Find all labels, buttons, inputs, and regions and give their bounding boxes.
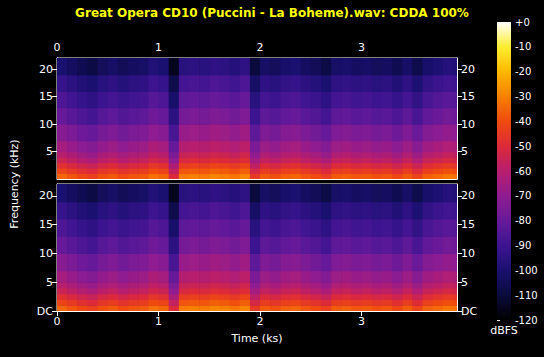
svg-text:1: 1 [155,41,162,54]
svg-text:10: 10 [39,247,53,260]
svg-text:10: 10 [461,247,475,260]
svg-text:5: 5 [46,145,53,158]
svg-text:DC: DC [37,305,53,318]
svg-text:10: 10 [461,118,475,131]
svg-text:2: 2 [257,41,264,54]
svg-text:2: 2 [257,315,264,328]
svg-text:-60: -60 [515,166,531,177]
svg-text:-90: -90 [515,240,531,251]
svg-text:-50: -50 [515,141,531,152]
svg-text:5: 5 [461,145,468,158]
svg-text:Time (ks): Time (ks) [230,332,282,345]
svg-text:15: 15 [39,90,53,103]
svg-text:DC: DC [461,305,477,318]
svg-text:1: 1 [155,315,162,328]
svg-text:3: 3 [358,315,365,328]
svg-text:15: 15 [461,218,475,231]
svg-text:-10: -10 [515,41,531,52]
svg-text:10: 10 [39,118,53,131]
svg-text:-40: -40 [515,116,531,127]
svg-text:20: 20 [461,189,475,202]
svg-text:Great Opera CD10 (Puccini - La: Great Opera CD10 (Puccini - La Boheme).w… [75,6,469,20]
svg-text:dBFS: dBFS [490,324,518,337]
svg-text:20: 20 [461,63,475,76]
svg-text:5: 5 [46,276,53,289]
svg-text:-100: -100 [515,265,538,276]
svg-text:15: 15 [461,90,475,103]
svg-text:20: 20 [39,189,53,202]
svg-text:0: 0 [54,315,61,328]
svg-text:20: 20 [39,63,53,76]
svg-text:0: 0 [54,41,61,54]
svg-text:3: 3 [358,41,365,54]
svg-text:-80: -80 [515,215,531,226]
svg-text:15: 15 [39,218,53,231]
svg-text:-110: -110 [515,290,538,301]
svg-text:+0: +0 [515,17,530,28]
svg-text:Frequency (kHz): Frequency (kHz) [8,139,21,228]
svg-text:-70: -70 [515,190,531,201]
svg-text:-20: -20 [515,66,531,77]
svg-text:5: 5 [461,276,468,289]
svg-text:-30: -30 [515,91,531,102]
svg-text:-120: -120 [515,315,538,326]
